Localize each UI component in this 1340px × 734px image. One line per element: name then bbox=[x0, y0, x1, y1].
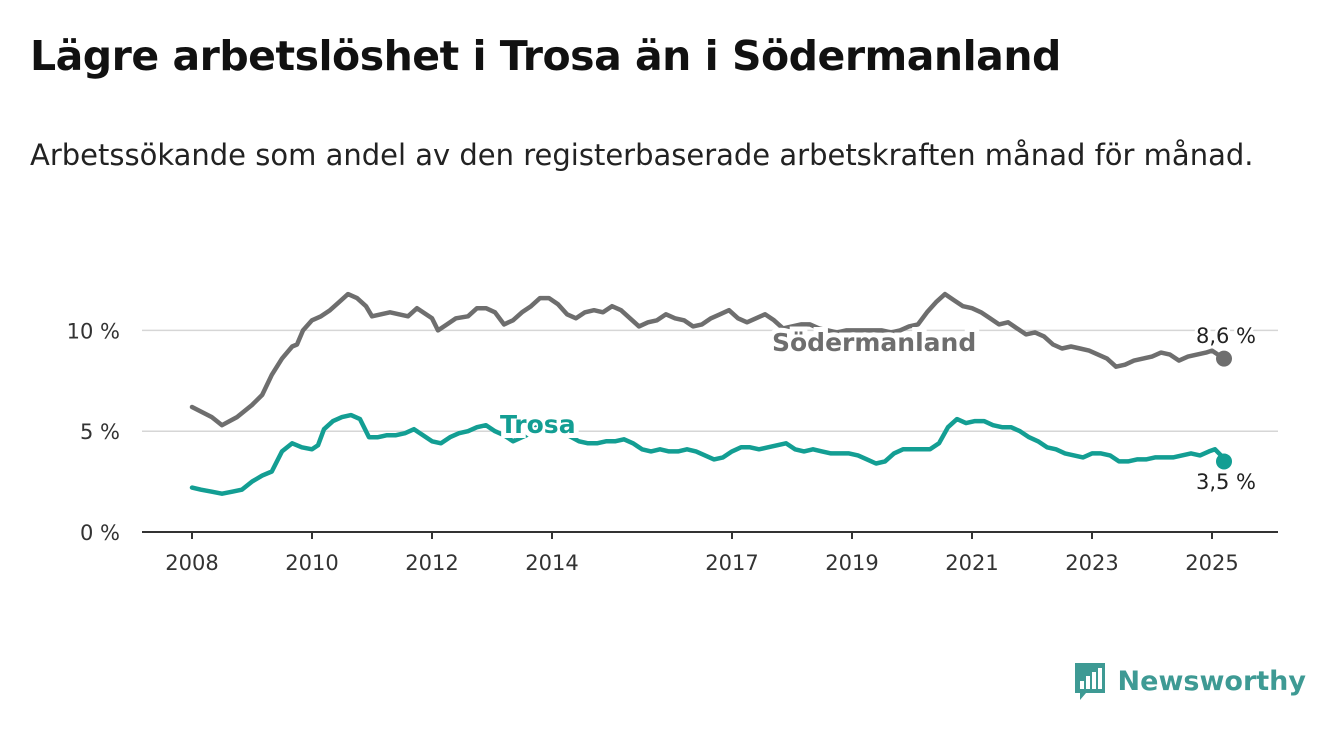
x-tick-label: 2010 bbox=[285, 551, 338, 575]
x-tick-label: 2023 bbox=[1065, 551, 1118, 575]
x-tick-label: 2014 bbox=[525, 551, 578, 575]
x-tick-label: 2017 bbox=[705, 551, 758, 575]
axes: 0 % 5 % 10 % 2008 2010 2012 2014 2017 2019 2021 20… bbox=[67, 319, 1278, 575]
y-tick-label: 0 % bbox=[80, 521, 120, 545]
series-label-trosa: Trosa bbox=[500, 410, 576, 439]
brand-name: Newsworthy bbox=[1117, 665, 1306, 697]
chart-subtitle: Arbetssökande som andel av den registerb… bbox=[30, 138, 1254, 172]
x-tick-label: 2019 bbox=[825, 551, 878, 575]
x-tick-label: 2008 bbox=[165, 551, 218, 575]
end-label-sodermanland: 8,6 % bbox=[1196, 324, 1256, 348]
end-point-sodermanland bbox=[1216, 350, 1232, 367]
end-point-trosa bbox=[1216, 453, 1232, 470]
chart-title: Lägre arbetslöshet i Trosa än i Söderman… bbox=[30, 32, 1061, 80]
newsworthy-bar-chart-icon bbox=[1074, 663, 1105, 700]
x-tick-label: 2021 bbox=[945, 551, 998, 575]
series-line-trosa bbox=[189, 412, 1227, 496]
x-tick-label: 2012 bbox=[405, 551, 458, 575]
end-label-trosa: 3,5 % bbox=[1196, 470, 1256, 494]
series-labels: Södermanland Trosa 8,6 % 3,5 % bbox=[495, 321, 1259, 497]
x-tick-label: 2025 bbox=[1185, 551, 1238, 575]
series-lines bbox=[189, 291, 1232, 496]
series-label-sodermanland: Södermanland bbox=[772, 328, 976, 357]
newsworthy-logo[interactable]: Newsworthy bbox=[1072, 660, 1306, 702]
series-line-sodermanland bbox=[189, 291, 1227, 428]
gridlines bbox=[142, 329, 1278, 432]
y-tick-label: 5 % bbox=[80, 420, 120, 444]
y-tick-label: 10 % bbox=[67, 319, 120, 343]
